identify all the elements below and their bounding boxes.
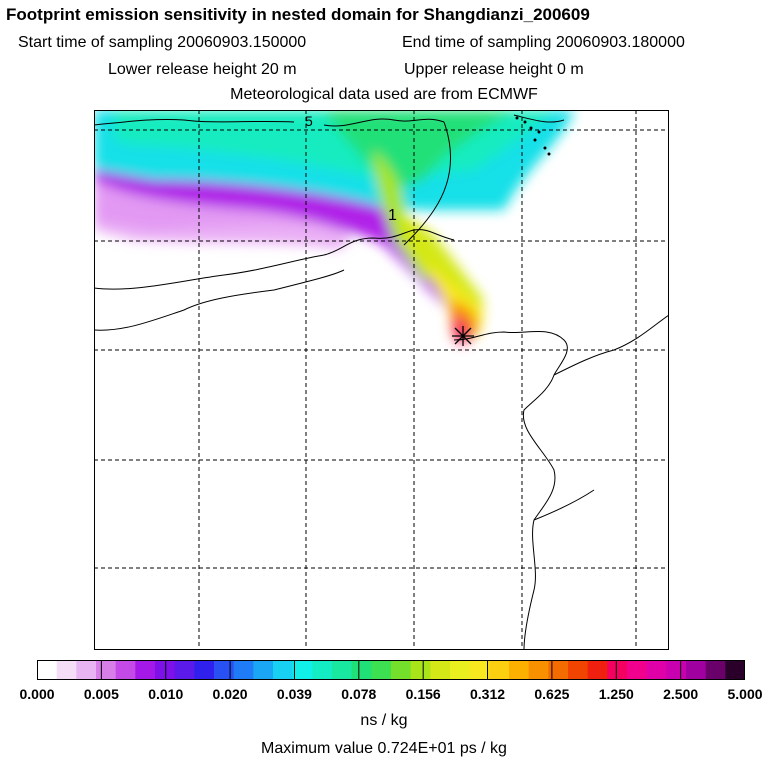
sampling-end: End time of sampling 20060903.180000	[402, 34, 685, 51]
legend-swatch	[312, 660, 333, 680]
legend-swatch	[135, 660, 156, 680]
legend-tick-label: 0.625	[534, 686, 570, 702]
legend-swatch	[273, 660, 294, 680]
legend-tick-label: 1.250	[598, 686, 634, 702]
legend-swatch	[627, 660, 648, 680]
legend-swatch	[587, 660, 608, 680]
legend-swatch	[371, 660, 392, 680]
release-lower: Lower release height 20 m	[108, 61, 297, 78]
legend-swatch	[332, 660, 353, 680]
map-title: Footprint emission sensitivity in nested…	[6, 5, 590, 24]
legend-swatch	[450, 660, 471, 680]
receptor-star-icon	[452, 326, 474, 346]
legend-swatch	[76, 660, 97, 680]
legend-swatch	[56, 660, 77, 680]
legend-swatch	[705, 660, 726, 680]
legend-swatch	[725, 660, 745, 680]
legend-swatch	[568, 660, 589, 680]
legend-swatch	[646, 660, 667, 680]
legend-unit: ns / kg	[360, 712, 408, 729]
legend-tick-label: 0.000	[19, 686, 55, 702]
legend-tick-label: 0.312	[470, 686, 506, 702]
legend-tick-label: 0.005	[83, 686, 119, 702]
legend-tick-label: 2.500	[663, 686, 699, 702]
legend-tick-label: 0.078	[341, 686, 377, 702]
color-legend-bar	[37, 660, 745, 680]
ship-track-dots	[515, 116, 551, 156]
legend-swatch	[233, 660, 254, 680]
legend-swatch	[509, 660, 530, 680]
footprint-map[interactable]: 5 1	[94, 110, 669, 650]
met-data-source: Meteorological data used are from ECMWF	[230, 86, 538, 103]
legend-swatch	[37, 660, 58, 680]
legend-swatch	[410, 660, 431, 680]
legend-swatch	[430, 660, 451, 680]
legend-tick-label: 0.039	[276, 686, 312, 702]
legend-swatch	[174, 660, 195, 680]
release-upper: Upper release height 0 m	[404, 61, 584, 78]
legend-tick-label: 0.010	[148, 686, 184, 702]
legend-tick-label: 0.156	[405, 686, 441, 702]
legend-swatch	[528, 660, 549, 680]
legend-swatch	[469, 660, 490, 680]
legend-swatch	[214, 660, 235, 680]
sampling-start: Start time of sampling 20060903.150000	[18, 34, 307, 51]
legend-tick-label: 5.000	[727, 686, 763, 702]
legend-swatch	[96, 660, 117, 680]
maximum-value: Maximum value 0.724E+01 ps / kg	[261, 740, 507, 757]
legend-frame	[37, 660, 745, 680]
legend-swatch	[607, 660, 628, 680]
legend-swatch	[253, 660, 274, 680]
legend-swatch	[391, 660, 412, 680]
contour-label: 5	[305, 113, 313, 129]
legend-swatch	[489, 660, 510, 680]
contour-label: 1	[388, 207, 397, 224]
map-frame	[94, 110, 669, 650]
lat-lon-grid	[94, 110, 669, 650]
footprint-plume	[94, 110, 574, 344]
legend-swatch	[155, 660, 176, 680]
legend-swatch	[292, 660, 313, 680]
legend-swatch	[666, 660, 687, 680]
legend-swatch	[351, 660, 372, 680]
map-canvas: 5 1	[94, 110, 669, 650]
legend-swatch	[686, 660, 707, 680]
legend-swatch	[115, 660, 136, 680]
legend-swatch	[194, 660, 215, 680]
legend-swatch	[548, 660, 569, 680]
legend-tick-label: 0.020	[212, 686, 248, 702]
